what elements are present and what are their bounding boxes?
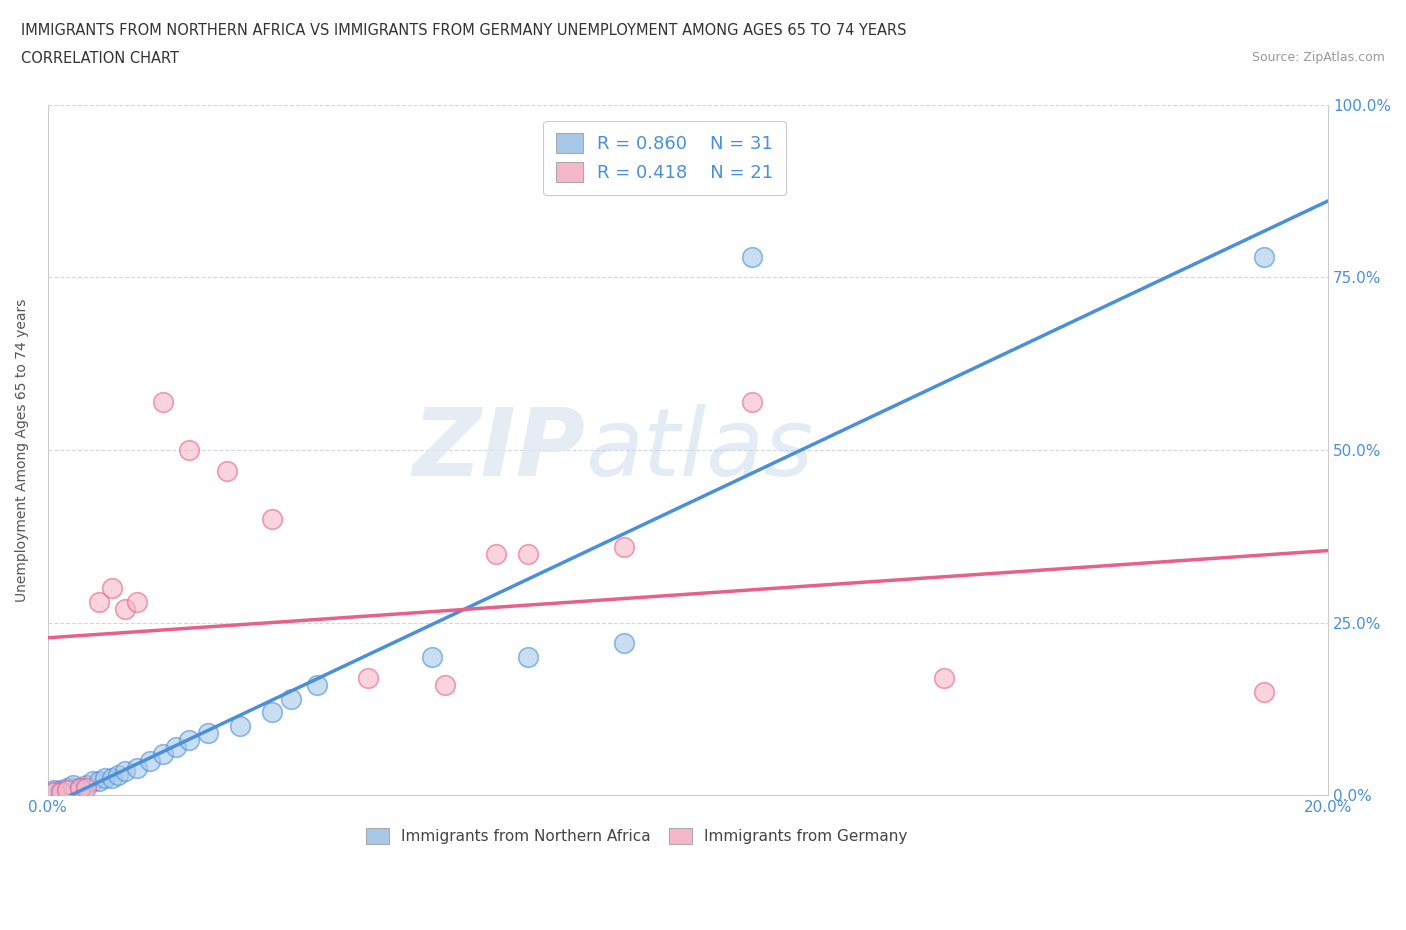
Point [613, 636, 636, 651]
Point [75, 781, 97, 796]
Point [1253, 684, 1275, 699]
Text: CORRELATION CHART: CORRELATION CHART [21, 51, 179, 66]
Point [280, 691, 302, 706]
Point [152, 747, 174, 762]
Point [69, 781, 91, 796]
Point [357, 671, 380, 685]
Point [107, 767, 129, 782]
Point [62, 777, 84, 792]
Point [260, 512, 283, 526]
Point [49, 784, 72, 799]
Point [56, 781, 79, 796]
Point [516, 650, 538, 665]
Point [229, 719, 252, 734]
Text: Source: ZipAtlas.com: Source: ZipAtlas.com [1251, 51, 1385, 64]
Point [215, 463, 238, 478]
Point [49, 784, 72, 799]
Point [127, 760, 149, 775]
Point [305, 677, 328, 692]
Point [87, 594, 110, 609]
Point [44, 782, 66, 797]
Point [100, 771, 122, 786]
Point [420, 650, 443, 665]
Point [152, 394, 174, 409]
Point [127, 594, 149, 609]
Point [741, 249, 763, 264]
Text: IMMIGRANTS FROM NORTHERN AFRICA VS IMMIGRANTS FROM GERMANY UNEMPLOYMENT AMONG AG: IMMIGRANTS FROM NORTHERN AFRICA VS IMMIG… [21, 23, 907, 38]
Point [44, 784, 66, 799]
Point [139, 753, 162, 768]
Point [62, 781, 84, 796]
Text: ZIP: ZIP [412, 404, 585, 496]
Point [100, 580, 122, 595]
Point [485, 546, 508, 561]
Point [114, 602, 136, 617]
Point [433, 677, 456, 692]
Point [114, 764, 136, 778]
Point [165, 739, 187, 754]
Point [49, 782, 72, 797]
Point [69, 781, 91, 796]
Point [56, 782, 79, 797]
Point [613, 539, 636, 554]
Point [82, 774, 104, 789]
Text: atlas: atlas [585, 405, 814, 496]
Point [1253, 249, 1275, 264]
Point [94, 771, 117, 786]
Point [197, 725, 219, 740]
Point [75, 777, 97, 792]
Point [44, 784, 66, 799]
Point [741, 394, 763, 409]
Point [177, 733, 200, 748]
Point [516, 546, 538, 561]
Point [932, 671, 955, 685]
Point [87, 774, 110, 789]
Legend: Immigrants from Northern Africa, Immigrants from Germany: Immigrants from Northern Africa, Immigra… [354, 817, 920, 857]
Point [56, 784, 79, 799]
Point [260, 705, 283, 720]
Y-axis label: Unemployment Among Ages 65 to 74 years: Unemployment Among Ages 65 to 74 years [15, 299, 30, 602]
Point [177, 443, 200, 458]
